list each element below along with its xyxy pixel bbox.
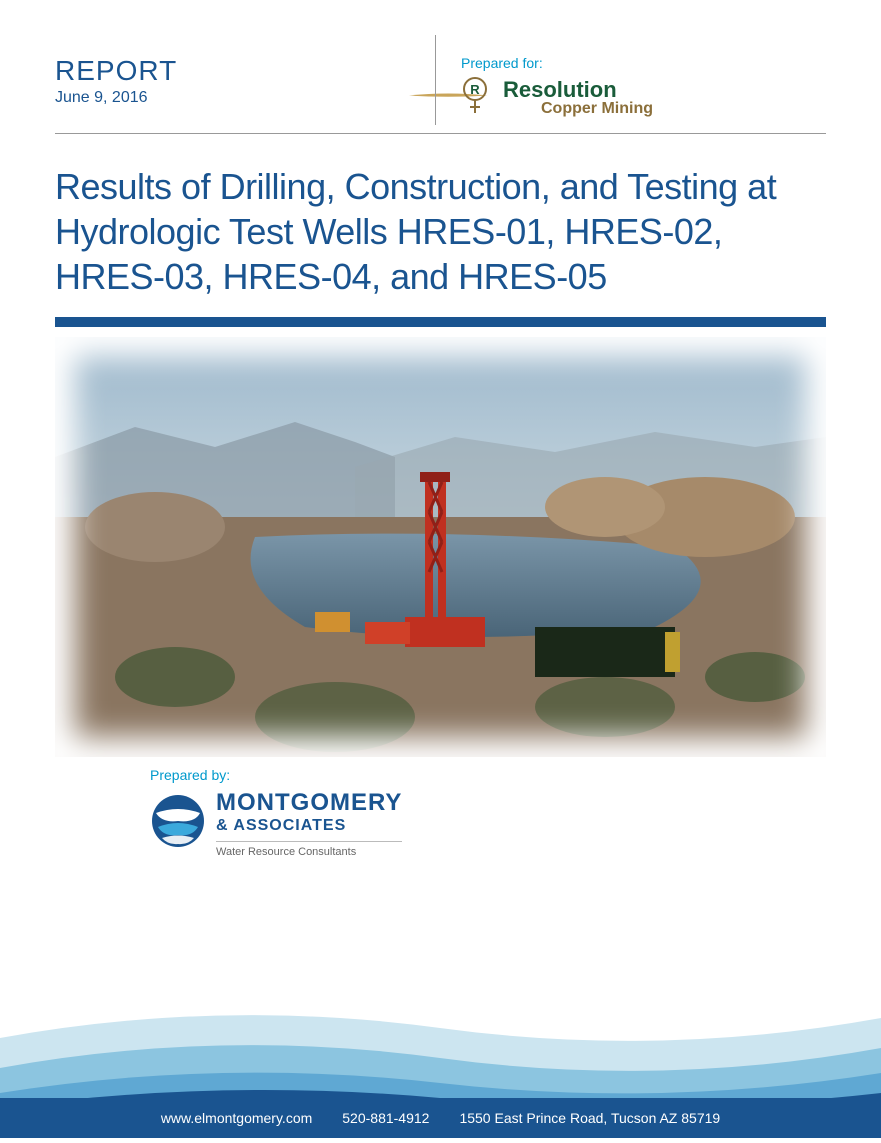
footer-address: 1550 East Prince Road, Tucson AZ 85719 (459, 1110, 720, 1126)
report-title: Results of Drilling, Construction, and T… (55, 164, 826, 299)
client-logo-symbol-icon: R (461, 75, 497, 120)
preparer-globe-icon (150, 793, 206, 854)
footer-phone: 520-881-4912 (342, 1110, 429, 1126)
cover-photo (55, 337, 826, 757)
prepared-for-label: Prepared for: (461, 55, 826, 71)
prepared-by-section: Prepared by: MONTGOMERY & ASSOCIATES Wat… (150, 767, 826, 858)
preparer-name-bottom: & ASSOCIATES (216, 817, 402, 835)
report-label: REPORT (55, 55, 420, 87)
preparer-text: MONTGOMERY & ASSOCIATES Water Resource C… (216, 789, 402, 858)
report-date: June 9, 2016 (55, 89, 420, 107)
header-divider (435, 35, 436, 125)
preparer-logo: MONTGOMERY & ASSOCIATES Water Resource C… (150, 789, 826, 858)
preparer-tagline: Water Resource Consultants (216, 841, 402, 858)
client-name-top: Resolution (503, 79, 653, 101)
client-name: Resolution Copper Mining (503, 79, 653, 117)
footer-bar: www.elmontgomery.com 520-881-4912 1550 E… (0, 1098, 881, 1138)
title-underline-bar (55, 317, 826, 327)
header-row: REPORT June 9, 2016 Prepared for: R Reso… (55, 55, 826, 134)
cover-photo-svg (55, 337, 826, 757)
footer-website: www.elmontgomery.com (161, 1110, 312, 1126)
svg-text:R: R (470, 82, 480, 97)
prepared-by-label: Prepared by: (150, 767, 826, 783)
preparer-name-top: MONTGOMERY (216, 789, 402, 817)
header-right: Prepared for: R Resolution Copper Mining (451, 55, 826, 120)
header-left: REPORT June 9, 2016 (55, 55, 420, 107)
footer-waves: www.elmontgomery.com 520-881-4912 1550 E… (0, 978, 881, 1138)
client-logo: R Resolution Copper Mining (461, 75, 826, 120)
client-name-bottom: Copper Mining (541, 101, 653, 117)
